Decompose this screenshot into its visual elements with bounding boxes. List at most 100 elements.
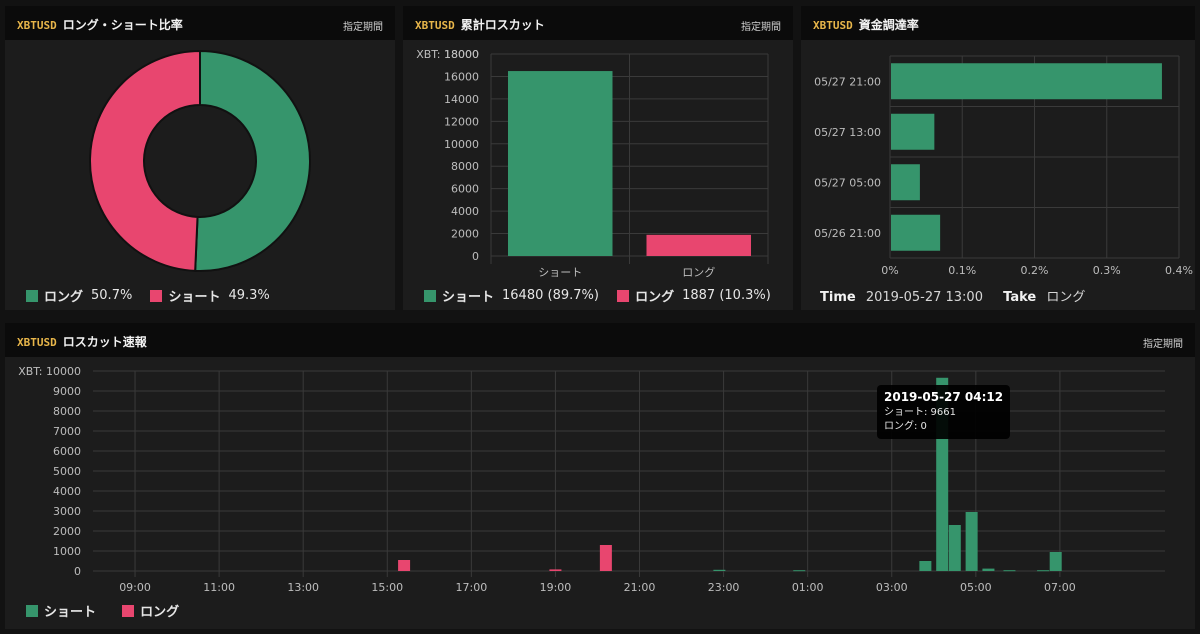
- legend-value: 16480 (89.7%): [502, 288, 599, 303]
- x-tick-label: 0.3%: [1093, 264, 1121, 277]
- funding-bar: [891, 63, 1162, 100]
- cumulative-panel-title: XBTUSD 累計ロスカット: [415, 16, 545, 33]
- x-tick-label: 07:00: [1044, 581, 1076, 594]
- legend-label: ショート: [442, 290, 495, 305]
- cumulative-period-button[interactable]: 指定期間: [741, 22, 781, 33]
- long-swatch: [122, 604, 135, 617]
- legend-item-short[interactable]: ショート: [26, 601, 104, 620]
- x-tick-label: 17:00: [456, 581, 488, 594]
- legend-value: 1887 (10.3%): [682, 288, 771, 303]
- y-tick-label: 4000: [451, 205, 479, 218]
- x-tick-label: 0.2%: [1021, 264, 1049, 277]
- x-tick-label: ショート: [538, 266, 582, 279]
- legend-item-short[interactable]: ショート 49.3%: [150, 286, 270, 305]
- x-tick-label: 05:00: [960, 581, 992, 594]
- cumulative-panel-header: XBTUSD 累計ロスカット 指定期間: [403, 6, 793, 40]
- y-tick-label: 6000: [53, 445, 81, 458]
- y-tick-label: 1000: [53, 545, 81, 558]
- y-tick-label: 05/27 21:00: [814, 75, 881, 88]
- legend-label: ショート: [168, 290, 221, 305]
- bar-short: [1003, 570, 1016, 572]
- flash-symbol: XBTUSD: [17, 336, 57, 349]
- funding-bar: [891, 113, 935, 150]
- y-tick-label: 2000: [451, 228, 479, 241]
- bar-long: [599, 545, 612, 571]
- long-swatch: [617, 289, 630, 302]
- legend-label: ショート: [44, 605, 97, 620]
- funding-info: Time 2019-05-27 13:00 Take ロング: [820, 286, 1085, 305]
- cumulative-bar-chart: 18000 16000 14000 12000 10000 8000 6000 4000 200…: [416, 48, 769, 279]
- ratio-symbol: XBTUSD: [17, 19, 57, 32]
- funding-panel-header: XBTUSD 資金調達率: [801, 6, 1195, 40]
- take-value: ロング: [1046, 290, 1086, 305]
- ratio-title-text: ロング・ショート比率: [62, 18, 183, 32]
- x-tick-label: 21:00: [624, 581, 656, 594]
- donut-slice-short: [89, 49, 201, 272]
- cumulative-symbol: XBTUSD: [415, 19, 455, 32]
- x-tick-label: 13:00: [287, 581, 319, 594]
- x-tick-label: 03:00: [876, 581, 908, 594]
- y-tick-label: 8000: [451, 160, 479, 173]
- bar-short: [948, 525, 961, 571]
- x-tick-label: 15:00: [371, 581, 403, 594]
- y-tick-label: 05/26 21:00: [814, 227, 881, 240]
- bar-short: [919, 561, 932, 571]
- ratio-legend: ロング 50.7% ショート 49.3%: [26, 286, 284, 306]
- y-tick-label: 8000: [53, 405, 81, 418]
- legend-item-long[interactable]: ロング 1887 (10.3%): [617, 286, 771, 305]
- legend-item-short[interactable]: ショート 16480 (89.7%): [424, 286, 599, 305]
- flash-title-text: ロスカット速報: [62, 335, 147, 349]
- y-tick-label: 10000: [444, 138, 479, 151]
- y-tick-label: 18000: [444, 48, 479, 61]
- y-tick-label: 05/27 13:00: [814, 126, 881, 139]
- flash-panel: XBTUSD ロスカット速報 指定期間 9000 8000 7000 6000 5000 4…: [5, 323, 1195, 629]
- bar-short: [965, 512, 978, 571]
- bar-short: [713, 569, 726, 571]
- x-tick-label: 19:00: [540, 581, 572, 594]
- y-axis-label: XBT: 18000: [416, 48, 479, 61]
- legend-value: 49.3%: [228, 288, 270, 303]
- x-tick-label: ロング: [682, 265, 715, 279]
- legend-item-long[interactable]: ロング 50.7%: [26, 286, 132, 305]
- y-tick-label: 2000: [53, 525, 81, 538]
- flash-panel-header: XBTUSD ロスカット速報 指定期間: [5, 323, 1195, 357]
- flash-legend: ショート ロング: [26, 601, 201, 621]
- ratio-panel: XBTUSD ロング・ショート比率 指定期間 ロング 50.7% ショート 49.…: [5, 6, 395, 310]
- y-tick-label: 3000: [53, 505, 81, 518]
- short-swatch: [150, 289, 163, 302]
- ratio-panel-header: XBTUSD ロング・ショート比率 指定期間: [5, 6, 395, 40]
- long-swatch: [26, 289, 38, 302]
- y-tick-label: 14000: [444, 93, 479, 106]
- bar-long: [646, 234, 751, 256]
- legend-value: 50.7%: [91, 288, 133, 303]
- y-tick-label: 05/27 05:00: [814, 176, 881, 189]
- ratio-panel-title: XBTUSD ロング・ショート比率: [17, 16, 183, 33]
- bar-long: [549, 569, 562, 571]
- x-tick-label: 0%: [881, 264, 898, 277]
- tooltip-title: 2019-05-27 04:12: [884, 390, 1004, 404]
- funding-symbol: XBTUSD: [813, 19, 853, 32]
- y-tick-label: 0: [472, 250, 479, 263]
- short-swatch: [424, 289, 436, 302]
- legend-item-long[interactable]: ロング: [122, 601, 187, 620]
- bar-short: [793, 570, 806, 572]
- y-tick-label: 5000: [53, 465, 81, 478]
- ratio-period-button[interactable]: 指定期間: [343, 22, 383, 33]
- y-tick-label: 4000: [53, 485, 81, 498]
- flash-period-button[interactable]: 指定期間: [1143, 339, 1183, 350]
- funding-panel-title: XBTUSD 資金調達率: [813, 16, 919, 33]
- take-key: Take: [1003, 290, 1037, 305]
- bar-short: [508, 71, 613, 257]
- flash-panel-title: XBTUSD ロスカット速報: [17, 333, 147, 350]
- y-tick-label: 7000: [53, 425, 81, 438]
- funding-bar: [891, 164, 920, 201]
- funding-panel: XBTUSD 資金調達率 0% 0.1% 0.2% 0.3% 0.4% 05/27 21:0…: [801, 6, 1195, 310]
- flash-bar-chart: 9000 8000 7000 6000 5000 4000 3000 2000 1000 0 XBT…: [18, 365, 1165, 594]
- y-tick-label: 16000: [444, 70, 479, 83]
- legend-label: ロング: [635, 290, 675, 305]
- donut-slice-long: [194, 49, 311, 272]
- x-tick-label: 0.4%: [1165, 264, 1193, 277]
- funding-bar: [891, 214, 941, 251]
- y-tick-label: 12000: [444, 115, 479, 128]
- bar-short: [1037, 570, 1050, 572]
